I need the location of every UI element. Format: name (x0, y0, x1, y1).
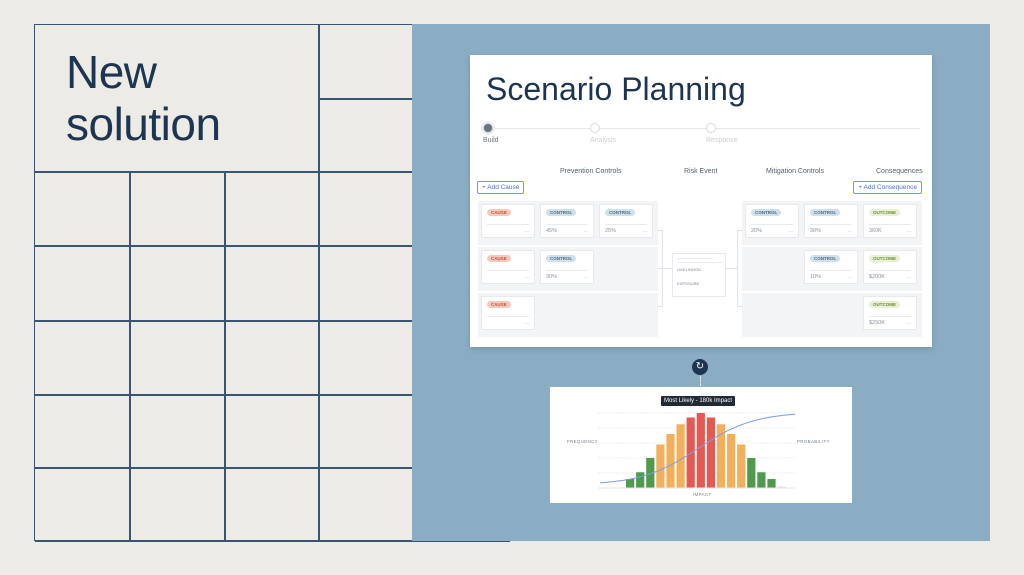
histogram-bar (646, 458, 655, 488)
control-tag: CONTROL (810, 209, 841, 216)
outcome-value: $250K (869, 320, 885, 326)
histogram-bar (716, 424, 726, 488)
histogram-bar (626, 479, 635, 488)
histogram-bar (706, 417, 715, 488)
more-icon[interactable]: ... (583, 274, 588, 280)
likelihood-label: LIKELIHOOD (677, 267, 702, 272)
step-build[interactable] (483, 123, 493, 133)
histogram-bar (696, 413, 705, 488)
cumulative-probability-line (599, 413, 796, 484)
more-icon[interactable]: ... (524, 320, 529, 326)
control-card[interactable]: CONTROL 45%... (540, 204, 594, 238)
control-tag: CONTROL (751, 209, 782, 216)
chart-plot (598, 412, 796, 489)
control-card[interactable]: CONTROL 30%... (540, 250, 594, 284)
more-icon[interactable]: ... (524, 228, 529, 234)
impact-chart: Most Likely - 180k Impact FREQUENCY PROB… (550, 387, 852, 503)
more-icon[interactable]: ... (847, 228, 852, 234)
stepper-track (488, 128, 920, 129)
control-value: 45% (546, 228, 558, 234)
more-icon[interactable]: ... (847, 274, 852, 280)
outcome-card[interactable]: OUTCOME $200K... (863, 250, 917, 284)
outcome-card[interactable]: OUTCOME 360K... (863, 204, 917, 238)
exposure-label: EXPOSURE (677, 281, 700, 286)
outcome-tag: OUTCOME (869, 255, 900, 262)
column-prevention: Prevention Controls (560, 168, 622, 175)
outcome-tag: OUTCOME (869, 301, 900, 308)
histogram-bar (757, 472, 766, 488)
step-response[interactable] (706, 123, 716, 133)
y2-axis-label: PROBABILITY (797, 439, 830, 444)
outcome-value: $200K (869, 274, 885, 280)
column-consequences: Consequences (876, 168, 923, 175)
step-label-analysis: Analysis (590, 137, 617, 144)
histogram-bar (666, 434, 675, 488)
outcome-card[interactable]: OUTCOME $250K... (863, 296, 917, 330)
hero-line-1: New (66, 46, 157, 98)
histogram-bar (676, 424, 685, 488)
histogram-bar (636, 472, 645, 488)
control-card[interactable]: CONTROL 25%... (599, 204, 653, 238)
cause-tag: CAUSE (487, 209, 511, 216)
decorative-grid (34, 24, 510, 542)
risk-event-box[interactable]: LIKELIHOOD EXPOSURE (672, 253, 726, 297)
cause-tag: CAUSE (487, 255, 511, 262)
x-axis-label: IMPACT (693, 492, 712, 497)
y-axis-label: FREQUENCY (567, 439, 598, 444)
more-icon[interactable]: ... (642, 228, 647, 234)
histogram-bar (747, 458, 756, 488)
control-value: 20% (751, 228, 763, 234)
add-cause-button[interactable]: + Add Cause (477, 181, 525, 194)
cause-card[interactable]: CAUSE... (481, 204, 535, 238)
step-label-response: Response (706, 137, 738, 144)
column-mitigation: Mitigation Controls (766, 168, 824, 175)
control-tag: CONTROL (546, 209, 577, 216)
control-card[interactable]: CONTROL 10%... (804, 250, 858, 284)
more-icon[interactable]: ... (788, 228, 793, 234)
control-tag: CONTROL (810, 255, 841, 262)
outcome-value: 360K (869, 228, 882, 234)
more-icon[interactable]: ... (524, 274, 529, 280)
control-value: 30% (546, 274, 558, 280)
cause-card[interactable]: CAUSE... (481, 296, 535, 330)
histogram-bar (737, 444, 746, 488)
step-analysis[interactable] (590, 123, 600, 133)
hero-line-2: solution (66, 98, 221, 150)
control-value: 30% (810, 228, 822, 234)
step-label-build: Build (483, 137, 499, 144)
histogram-bar (727, 434, 736, 488)
sync-icon[interactable]: ↻ (692, 359, 708, 375)
control-tag: CONTROL (546, 255, 577, 262)
control-card[interactable]: CONTROL 30%... (804, 204, 858, 238)
histogram-bar (656, 444, 665, 488)
control-card[interactable]: CONTROL 20%... (745, 204, 799, 238)
cause-tag: CAUSE (487, 301, 511, 308)
chart-tooltip: Most Likely - 180k Impact (661, 396, 736, 406)
control-value: 10% (810, 274, 822, 280)
more-icon[interactable]: ... (906, 274, 911, 280)
histogram-bar (767, 479, 776, 488)
control-value: 25% (605, 228, 617, 234)
more-icon[interactable]: ... (906, 228, 911, 234)
more-icon[interactable]: ... (583, 228, 588, 234)
hero-heading: New solution (66, 46, 221, 150)
more-icon[interactable]: ... (906, 320, 911, 326)
control-tag: CONTROL (605, 209, 636, 216)
cause-card[interactable]: CAUSE... (481, 250, 535, 284)
connector-line (700, 376, 701, 386)
column-risk: Risk Event (684, 168, 718, 175)
add-consequence-button[interactable]: + Add Consequence (853, 181, 922, 194)
page-title: Scenario Planning (486, 71, 746, 107)
outcome-tag: OUTCOME (869, 209, 900, 216)
histogram-bar (777, 486, 786, 488)
scenario-card: Scenario Planning Build Analysis Respons… (470, 55, 932, 347)
